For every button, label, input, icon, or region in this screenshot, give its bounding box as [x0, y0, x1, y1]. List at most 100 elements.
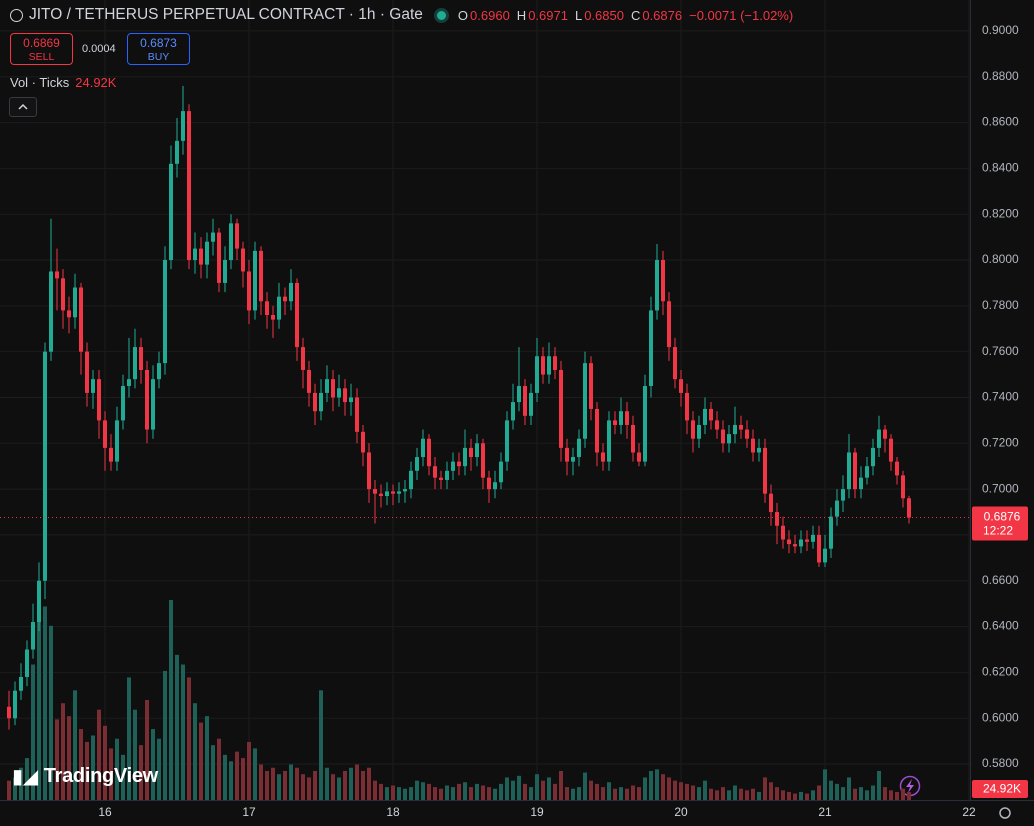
volume-bar [523, 783, 527, 800]
volume-bar [787, 791, 791, 800]
volume-bar [637, 787, 641, 800]
volume-bar [277, 774, 281, 800]
volume-bar [823, 769, 827, 800]
readout-key: L [574, 7, 583, 23]
volume-bar [67, 716, 71, 800]
volume-bar [127, 677, 131, 800]
sell-label: SELL [28, 51, 55, 63]
volume-bar [757, 791, 761, 800]
candle-body [655, 260, 659, 311]
candle-body [211, 232, 215, 242]
volume-bar [91, 735, 95, 800]
candle-body [793, 544, 797, 547]
header: JITO / TETHERUS PERPETUAL CONTRACT · 1h … [10, 6, 798, 24]
candle-body [529, 392, 533, 416]
candle-body [391, 491, 395, 494]
candle-body [763, 447, 767, 494]
candle-body [787, 539, 791, 545]
buy-button[interactable]: 0.6873 BUY [127, 33, 190, 65]
volume-bar [427, 783, 431, 800]
volume-bar [493, 788, 497, 800]
candle-body [319, 392, 323, 412]
chart-title: JITO / TETHERUS PERPETUAL CONTRACT · 1h … [29, 6, 423, 23]
collapse-button[interactable] [9, 97, 37, 117]
volume-bar [841, 787, 845, 800]
y-tick-label: 0.7800 [982, 298, 1019, 312]
volume-bar [631, 785, 635, 800]
candle-body [61, 278, 65, 311]
candle-body [889, 438, 893, 462]
candle-body [475, 443, 479, 458]
candle-body [451, 461, 455, 471]
volume-bar [247, 741, 251, 800]
buy-price: 0.6873 [140, 36, 177, 50]
candle-body [331, 379, 335, 398]
settings-button[interactable] [999, 807, 1011, 819]
sell-button[interactable]: 0.6869 SELL [10, 33, 73, 65]
readout-change: −0.0071 (−1.02%) [689, 7, 794, 23]
volume-bar [175, 654, 179, 800]
volume-bar [727, 790, 731, 800]
candle-body [535, 356, 539, 393]
volume-bar [403, 788, 407, 800]
volume-bar [319, 690, 323, 800]
volume-bar [313, 770, 317, 800]
volume-bar [643, 777, 647, 800]
volume-bar [157, 738, 161, 800]
volume-bar [505, 777, 509, 800]
candle-body [859, 477, 863, 490]
y-tick-label: 0.6200 [982, 665, 1019, 679]
candle-body [409, 470, 413, 490]
candle-body [349, 397, 353, 403]
volume-bar [415, 780, 419, 800]
candle-body [427, 438, 431, 467]
volume-bar [85, 741, 89, 800]
volume-legend: Vol · Ticks 24.92K [10, 75, 116, 90]
volume-bar [31, 664, 35, 800]
readout-value: 0.6960 [470, 7, 510, 23]
x-tick-label: 16 [98, 805, 112, 819]
candle-body [289, 282, 293, 302]
candle-body [667, 301, 671, 348]
volume-bar [295, 767, 299, 800]
volume-bar [301, 774, 305, 800]
candle-body [91, 379, 95, 393]
candle-body [625, 411, 629, 425]
candle-body [883, 429, 887, 439]
volume-bar [751, 788, 755, 800]
candle-body [805, 539, 809, 542]
candle-body [235, 223, 239, 249]
volume-bar [169, 600, 173, 800]
volume-bar [421, 782, 425, 800]
volume-bar [433, 787, 437, 800]
candle-body [637, 452, 641, 462]
volume-bar [517, 775, 521, 800]
candle-body [247, 271, 251, 311]
candle-body [583, 363, 587, 439]
y-tick-label: 0.6600 [982, 573, 1019, 587]
candle-body [841, 489, 845, 501]
y-tick-label: 0.9000 [982, 23, 1019, 37]
volume-bar [241, 758, 245, 800]
volume-bar [901, 788, 905, 800]
candle-body [115, 420, 119, 462]
candle-body [67, 310, 71, 318]
volume-bar [187, 677, 191, 800]
candle-body [271, 315, 275, 320]
volume-bar [13, 777, 17, 800]
spread: 0.0004 [82, 43, 116, 55]
volume-bar [697, 787, 701, 800]
y-tick-label: 0.7400 [982, 390, 1019, 404]
candle-body [541, 356, 545, 375]
candle-body [343, 388, 347, 403]
candle-body [481, 443, 485, 478]
volume-bar [253, 748, 257, 800]
volume-bar [589, 780, 593, 800]
candle-body [715, 420, 719, 430]
volume-bar [553, 783, 557, 800]
volume-bar [217, 738, 221, 800]
candle-body [283, 296, 287, 302]
volume-bar [547, 777, 551, 800]
x-tick-label: 18 [386, 805, 400, 819]
